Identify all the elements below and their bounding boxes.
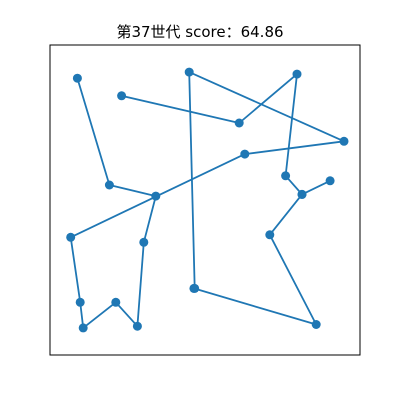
city-point bbox=[325, 176, 335, 186]
city-point bbox=[311, 320, 321, 329]
city-point bbox=[281, 171, 291, 181]
city-point bbox=[189, 283, 199, 293]
city-point bbox=[292, 69, 302, 79]
city-point bbox=[104, 180, 114, 190]
city-point bbox=[72, 73, 82, 83]
city-point bbox=[240, 149, 250, 159]
axes-frame bbox=[49, 44, 361, 356]
chart-title: 第37世代 score：64.86 bbox=[116, 23, 284, 41]
city-point bbox=[234, 118, 244, 128]
city-point bbox=[184, 67, 194, 77]
city-point bbox=[111, 297, 121, 307]
city-point bbox=[75, 297, 85, 307]
city-point bbox=[78, 323, 88, 333]
city-point bbox=[297, 189, 307, 199]
city-point bbox=[139, 237, 149, 247]
city-point bbox=[117, 91, 127, 101]
city-point bbox=[339, 136, 349, 146]
city-point bbox=[66, 232, 76, 242]
city-point bbox=[265, 230, 275, 240]
city-point bbox=[132, 321, 142, 331]
city-point bbox=[151, 191, 161, 201]
route-line bbox=[69, 71, 345, 329]
